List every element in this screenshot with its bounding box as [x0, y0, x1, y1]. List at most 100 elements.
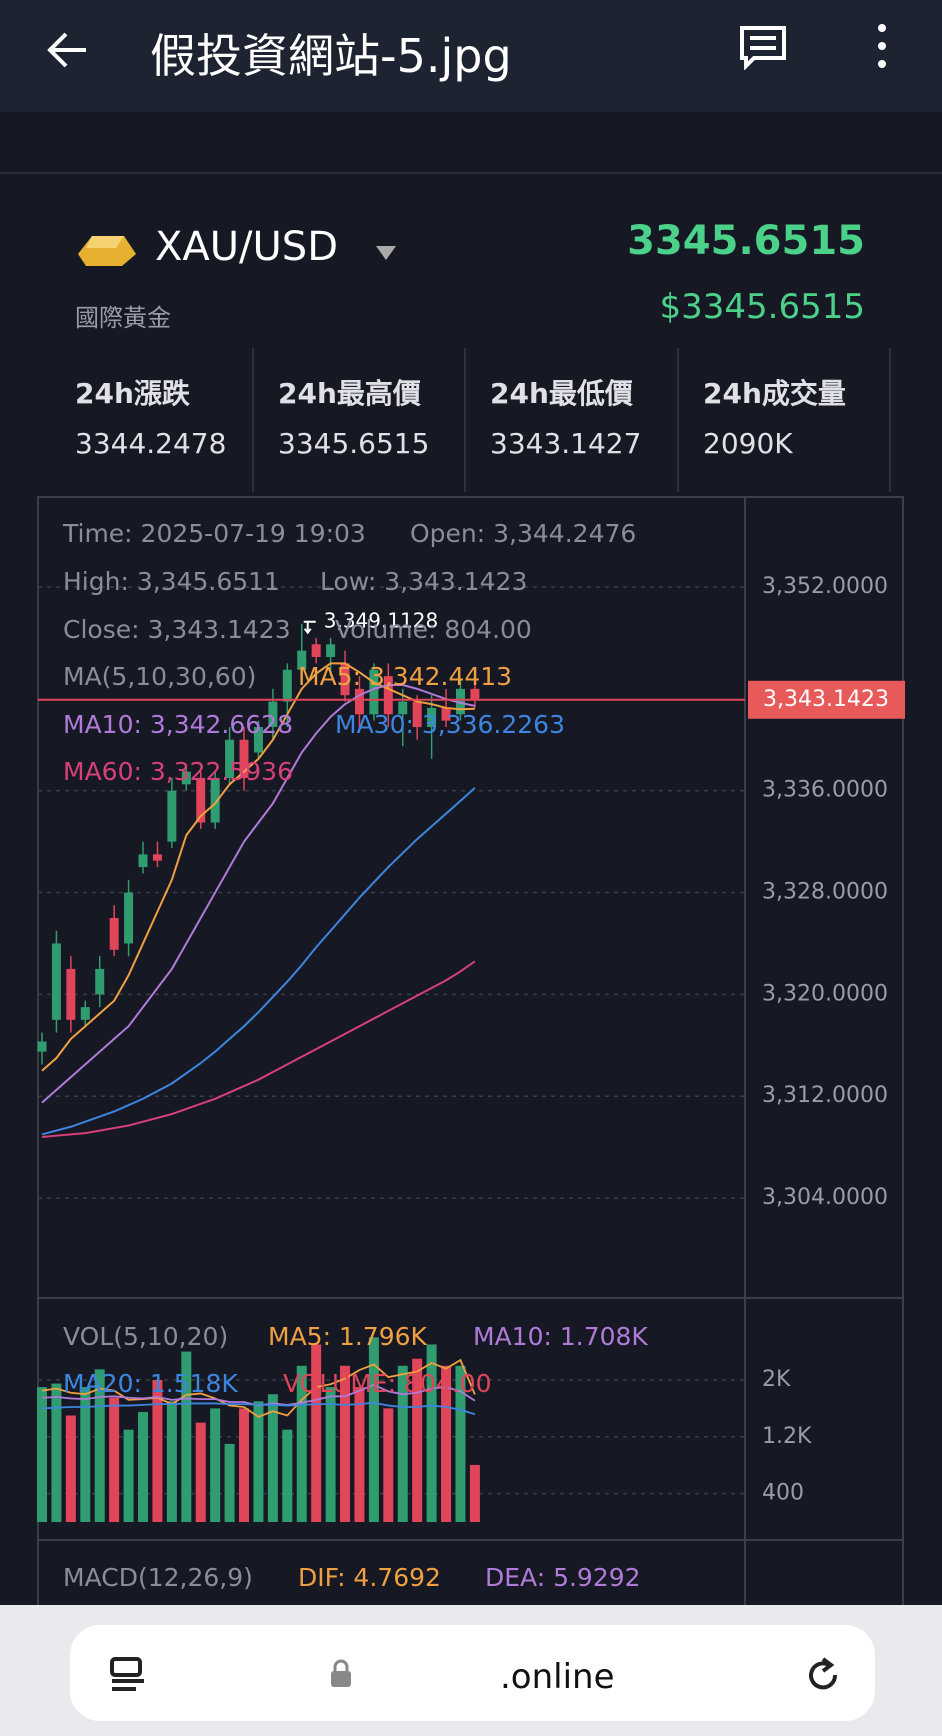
volume-bar	[426, 1344, 437, 1522]
stat-label: 24h成交量	[703, 377, 846, 410]
tabs-icon[interactable]	[108, 1657, 148, 1693]
volume-bar	[340, 1365, 351, 1522]
volume-bar	[325, 1387, 336, 1522]
macd-dif: DIF: 4.7692	[298, 1563, 441, 1592]
max-marker-label: 3,349.1128	[324, 608, 439, 632]
volume-bar	[267, 1394, 278, 1522]
candle-body	[383, 676, 393, 715]
candle-body	[412, 701, 422, 728]
volume-bar	[152, 1379, 163, 1522]
asset-name: 國際黃金	[75, 304, 171, 332]
last-price-box	[748, 680, 905, 719]
volume-bar	[94, 1369, 105, 1522]
comment-icon[interactable]	[738, 24, 790, 70]
stat-label: 24h最高價	[278, 377, 421, 410]
menu-icon[interactable]	[872, 22, 892, 72]
ma-line	[41, 684, 476, 1104]
volume-ma-line	[41, 1401, 476, 1416]
info-text: Time: 2025-07-19 19:03	[62, 519, 366, 548]
top-bar: 假投資網站-5.jpg	[0, 0, 942, 112]
candle-body	[297, 650, 307, 670]
volume-bar	[368, 1337, 379, 1522]
volume-bar	[195, 1422, 206, 1522]
stat-value: 3345.6515	[278, 427, 430, 460]
candle-body	[470, 688, 480, 700]
volume-bar	[383, 1408, 394, 1522]
volume-bar	[224, 1443, 235, 1522]
y-tick-label: 3,336.0000	[762, 778, 888, 803]
y-tick-label: 3,328.0000	[762, 880, 888, 905]
ma-line	[41, 787, 476, 1136]
candle-body	[66, 968, 76, 1020]
candle-body	[268, 701, 278, 728]
ma-legend: MA5: 3,342.4413	[298, 662, 512, 691]
volume-bar	[181, 1351, 192, 1522]
address-bar: .online	[0, 1605, 942, 1736]
candle-body	[80, 1007, 90, 1020]
ma-legend: MA30: 3,336.2263	[335, 710, 565, 739]
y-tick-label: 3,320.0000	[762, 981, 888, 1006]
volume-legend: MA5: 1.796K	[268, 1322, 428, 1351]
candle-body	[225, 739, 235, 778]
volume-bar	[123, 1429, 134, 1522]
candle-body	[210, 777, 220, 823]
title: 假投資網站-5.jpg	[150, 29, 512, 83]
candle-body	[124, 892, 134, 944]
volume-bar	[282, 1429, 293, 1522]
candle-body	[282, 669, 292, 702]
gold-icon	[78, 236, 136, 266]
candle-body	[253, 727, 263, 753]
ma-legend: MA60: 3,322.5936	[63, 757, 293, 786]
stat-label: 24h最低價	[490, 377, 633, 410]
candle-body	[167, 790, 177, 842]
volume-legend: MA20: 1.518K	[63, 1369, 238, 1398]
volume-bar	[166, 1401, 177, 1522]
info-text: Close: 3,343.1423	[63, 615, 291, 644]
candle-body	[37, 1041, 47, 1052]
stat-value: 2090K	[703, 427, 793, 460]
info-text: Low: 3,343.1423	[320, 567, 527, 596]
info-text: MA(5,10,30,60)	[63, 662, 256, 691]
volume-bar	[354, 1387, 365, 1522]
info-text: Volume: 804.00	[335, 615, 532, 644]
ma-line	[41, 662, 475, 1072]
url[interactable]: .online	[500, 1657, 615, 1697]
volume-bar	[138, 1411, 149, 1522]
volume-title: VOL(5,10,20)	[63, 1322, 228, 1351]
info-text: Open: 3,344.2476	[410, 519, 636, 548]
candle-body	[369, 669, 379, 715]
volume-ma-line	[41, 1358, 476, 1418]
ma-line	[41, 960, 476, 1138]
candle-body	[326, 644, 336, 658]
info-text: High: 3,345.6511	[63, 567, 280, 596]
url-field[interactable]	[70, 1625, 875, 1721]
candle-body	[455, 688, 465, 715]
volume-bar	[210, 1408, 221, 1522]
y-tick-label: 400	[762, 1481, 804, 1506]
volume-bar	[469, 1464, 480, 1522]
volume-bar	[296, 1365, 307, 1522]
candle-body	[398, 701, 408, 715]
y-tick-label: 1.2K	[762, 1424, 812, 1449]
stat-label: 24h漲跌	[75, 377, 190, 410]
symbol[interactable]: XAU/USD	[155, 224, 338, 270]
y-tick-label: 3,304.0000	[762, 1185, 888, 1210]
dropdown-icon[interactable]	[374, 242, 398, 262]
ma-legend: MA10: 3,342.6628	[63, 710, 293, 739]
volume-bar	[455, 1365, 466, 1522]
candle-body	[354, 688, 364, 715]
lock-icon	[331, 1659, 351, 1687]
candle-body	[441, 707, 451, 721]
stat-value: 3344.2478	[75, 427, 227, 460]
candle-body	[196, 777, 206, 823]
back-button[interactable]	[44, 30, 90, 70]
stat-value: 3343.1427	[490, 427, 642, 460]
candle-body	[152, 854, 162, 861]
reload-icon[interactable]	[803, 1655, 843, 1695]
candle-body	[239, 739, 249, 778]
volume-bar	[239, 1408, 250, 1522]
volume-legend: MA10: 1.708K	[473, 1322, 648, 1351]
y-tick-label: 3,312.0000	[762, 1083, 888, 1108]
